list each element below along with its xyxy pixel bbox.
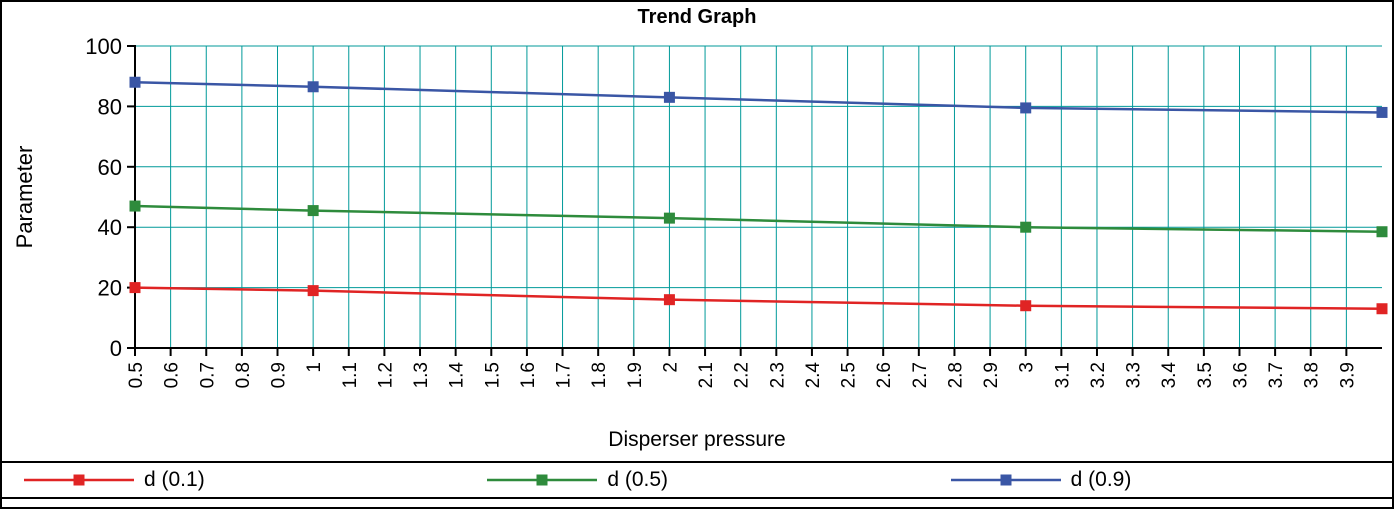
x-tick-label: 3.8 — [1302, 362, 1323, 388]
series-marker — [307, 205, 319, 217]
y-tick-label: 100 — [85, 34, 122, 59]
y-tick-label: 40 — [98, 215, 122, 240]
x-axis-title: Disperser pressure — [608, 428, 785, 451]
x-tick-label: 1.6 — [518, 362, 539, 388]
x-tick-label: 0.7 — [197, 362, 218, 388]
legend-marker — [536, 474, 548, 486]
x-tick-label: 0.5 — [126, 362, 147, 388]
legend-swatch — [487, 474, 598, 486]
series-marker — [663, 91, 675, 103]
x-tick-label: 2.4 — [803, 362, 824, 389]
x-tick-label: 2.3 — [767, 362, 788, 388]
y-tick-label: 80 — [98, 94, 122, 119]
x-tick-label: 1.3 — [411, 362, 432, 388]
series-marker — [307, 285, 319, 297]
x-tick-label: 2.2 — [732, 362, 753, 388]
chart-plot-area: 0 20 40 60 80 100 0.5 0.6 0.7 0.8 0.9 1 1.1 1.2 1.3 1.4… — [12, 34, 1388, 451]
series-line — [134, 80, 1383, 114]
x-tick-label: 0.6 — [162, 362, 183, 388]
x-tick-label: 3.1 — [1052, 362, 1073, 388]
series-marker — [129, 76, 141, 88]
series-marker — [1020, 221, 1032, 233]
x-tick-label: 1.4 — [447, 362, 468, 389]
chart-legend: d (0.1) d (0.5) d (0.9) — [2, 461, 1392, 499]
y-tick-label: 60 — [98, 155, 122, 180]
series-marker — [663, 294, 675, 306]
legend-marker — [1000, 474, 1012, 486]
x-tick-label: 1.7 — [554, 362, 575, 388]
legend-swatch — [24, 474, 134, 486]
x-tick-label: 0.9 — [269, 362, 290, 388]
x-tick-label: 1.2 — [375, 362, 396, 388]
series-marker — [1376, 106, 1388, 118]
series-marker — [129, 282, 141, 294]
series-marker — [307, 81, 319, 93]
x-tick-label: 3.6 — [1230, 362, 1251, 388]
x-tick-label: 1.5 — [482, 362, 503, 388]
x-tick-label: 3.7 — [1266, 362, 1287, 388]
x-tick-label: 2.8 — [945, 362, 966, 388]
legend-entry: d (0.5) — [465, 468, 928, 492]
x-tick-label: 3.4 — [1159, 362, 1180, 389]
x-tick-label: 3.9 — [1337, 362, 1358, 388]
x-tick-label: 2.5 — [839, 362, 860, 388]
legend-label: d (0.9) — [1070, 468, 1132, 491]
x-tick-label: 3.5 — [1195, 362, 1216, 388]
series-marker — [1376, 303, 1388, 315]
series-marker — [663, 212, 675, 224]
x-tick-label: 3.3 — [1124, 362, 1145, 388]
x-tick-label: 2.1 — [696, 362, 717, 388]
x-tick-label: 1.8 — [589, 362, 610, 388]
x-tick-label: 3.2 — [1088, 362, 1109, 388]
y-axis-title: Parameter — [12, 146, 37, 249]
y-tick-label: 0 — [110, 336, 122, 361]
series-marker — [1376, 226, 1388, 238]
x-tick-label: 1.1 — [340, 362, 361, 388]
legend-entry: d (0.1) — [2, 468, 465, 492]
x-tick-label: 2.6 — [874, 362, 895, 388]
series-marker — [1020, 102, 1032, 114]
legend-entry: d (0.9) — [929, 468, 1392, 492]
chart-title: Trend Graph — [637, 6, 757, 28]
x-tick-label: 1 — [304, 362, 325, 373]
x-tick-label: 2.9 — [981, 362, 1002, 388]
legend-swatch — [950, 474, 1061, 486]
legend-label: d (0.1) — [144, 468, 205, 491]
x-tick-label: 1.9 — [625, 362, 646, 388]
legend-marker — [73, 474, 85, 486]
x-tick-label: 0.8 — [233, 362, 254, 388]
x-tick-label: 2 — [660, 362, 681, 373]
series-line — [134, 204, 1383, 233]
series-line — [134, 286, 1383, 310]
legend-label: d (0.5) — [607, 468, 669, 491]
x-tick-label: 2.7 — [910, 362, 931, 388]
series-marker — [129, 200, 141, 212]
y-tick-label: 20 — [98, 276, 122, 301]
series-marker — [1020, 300, 1032, 312]
x-tick-label: 3 — [1017, 362, 1038, 373]
